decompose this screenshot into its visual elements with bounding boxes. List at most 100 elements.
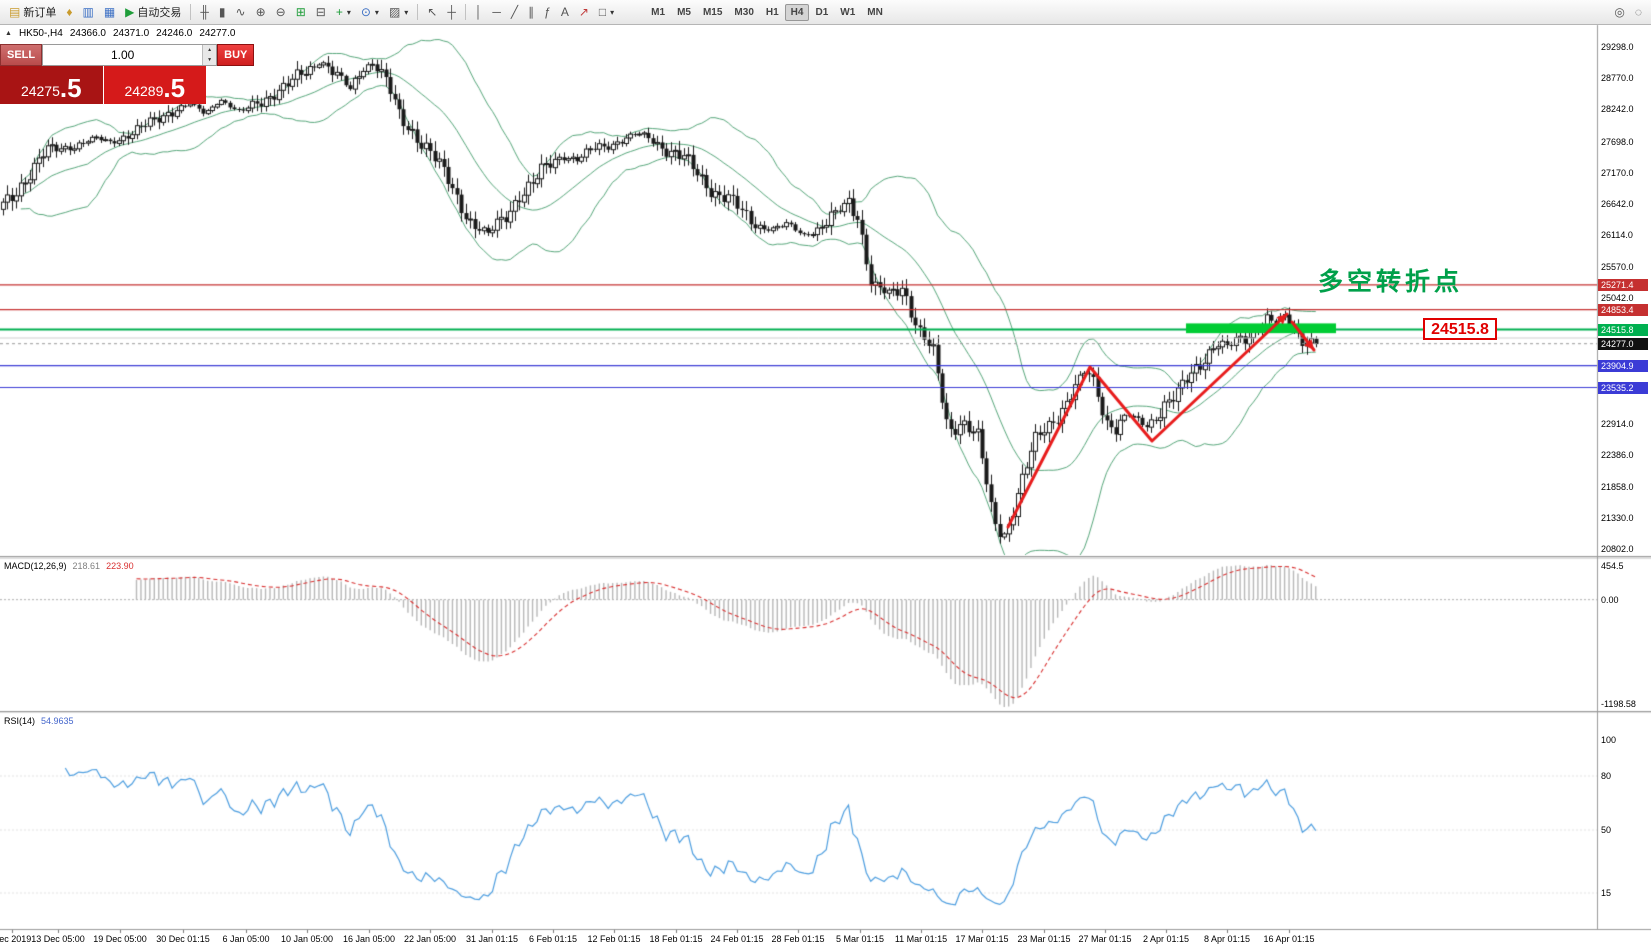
ohlc-low: 24246.0 [156, 28, 193, 39]
macd-name: MACD(12,26,9) [4, 561, 67, 571]
line-chart-icon: ∿ [235, 5, 246, 19]
symbol-name: HK50-,H4 [18, 28, 63, 39]
toolbar-separator [464, 4, 466, 20]
trendline-button[interactable]: ╱ [506, 2, 523, 22]
timeframe-d1-button[interactable]: D1 [809, 4, 834, 21]
macd-label-row: MACD(12,26,9) 218.61 223.90 [4, 561, 134, 571]
volume-box: ▲ ▼ [42, 44, 218, 66]
timeframe-w1-button[interactable]: W1 [834, 4, 861, 21]
candlestick-chart-button[interactable]: ▮ [214, 2, 231, 22]
timeframe-h1-button[interactable]: H1 [760, 4, 785, 21]
timeframe-mn-button[interactable]: MN [861, 4, 889, 21]
bar-chart-icon: ╫ [200, 5, 209, 19]
fibonacci-button[interactable]: ƒ [539, 2, 556, 22]
horizontal-line-button[interactable]: ─ [487, 2, 506, 22]
zoom-out-button[interactable]: ⊖ [271, 2, 291, 22]
auto-trading-icon: ▶ [125, 5, 135, 19]
search-button[interactable]: ◎ [1609, 2, 1629, 22]
vertical-line-button[interactable]: │ [470, 2, 488, 22]
rsi-name: RSI(14) [4, 716, 36, 726]
symbol-info-bar: ▲ HK50-,H4 24366.0 24371.0 24246.0 24277… [5, 28, 235, 39]
rsi-value: 54.9635 [41, 716, 74, 726]
cursor-icon: ↖ [427, 5, 438, 19]
line-chart-button[interactable]: ∿ [231, 2, 251, 22]
cursor-button[interactable]: ↖ [422, 2, 442, 22]
arrows-tool-button[interactable]: ↗ [574, 2, 594, 22]
price-callout-label: 24515.8 [1423, 318, 1497, 340]
macd-value-main: 218.61 [72, 561, 101, 571]
auto-trading-button[interactable]: ▶ 自动交易 [120, 2, 186, 22]
crosshair-button[interactable]: ┼ [442, 2, 461, 22]
timeframe-m30-button[interactable]: M30 [728, 4, 759, 21]
help-button[interactable]: ◌ [1630, 2, 1647, 22]
buy-price-frac: .5 [163, 73, 186, 103]
clock-icon: ⊙ [360, 5, 371, 19]
shapes-tool-button[interactable]: □ ▾ [594, 2, 619, 22]
timeframe-m15-button[interactable]: M15 [697, 4, 728, 21]
timeframe-h4-button[interactable]: H4 [784, 3, 810, 21]
ohlc-high: 24371.0 [113, 28, 150, 39]
market-watch-button[interactable]: ▦ [99, 2, 120, 22]
sell-button[interactable]: SELL [0, 44, 43, 66]
periods-button[interactable]: ⊙ ▾ [356, 2, 384, 22]
new-order-label: 新订单 [23, 7, 57, 19]
grid-icon: ⊞ [295, 5, 306, 19]
arrow-icon: ↗ [578, 5, 589, 19]
volume-down-button[interactable]: ▼ [203, 55, 217, 65]
timeframe-m1-button[interactable]: M1 [645, 4, 671, 21]
macd-value-signal: 223.90 [106, 561, 134, 571]
grid-button[interactable]: ⊞ [291, 2, 311, 22]
candlestick-icon: ▮ [218, 5, 226, 19]
symbol-marker-icon: ▲ [5, 30, 12, 37]
chevron-down-icon: ▾ [346, 7, 351, 17]
zoom-in-icon: ⊕ [255, 5, 266, 19]
buy-button[interactable]: BUY [217, 44, 255, 66]
channel-icon: ∥ [528, 5, 535, 19]
indicators-button[interactable]: + ▾ [331, 2, 356, 22]
horizontal-line-icon: ─ [492, 5, 501, 19]
profiles-button[interactable]: ▥ [77, 2, 98, 22]
text-icon: A [560, 5, 569, 19]
timeframe-group: M1 M5 M15 M30 H1 H4 D1 W1 MN [645, 3, 889, 21]
scripts-button[interactable]: ♦ [61, 2, 77, 22]
search-icon: ◎ [1614, 5, 1625, 19]
toolbar-separator [190, 4, 192, 20]
chevron-down-icon: ▾ [404, 7, 409, 17]
turning-point-annotation: 多空转折点 [1318, 268, 1464, 296]
crosshair-icon: ┼ [447, 5, 456, 19]
zoom-in-button[interactable]: ⊕ [251, 2, 271, 22]
templates-icon: ▨ [388, 5, 401, 19]
timeframe-m5-button[interactable]: M5 [671, 4, 697, 21]
volume-input[interactable] [43, 45, 203, 65]
toolbar: ▤ 新订单 ♦ ▥ ▦ ▶ 自动交易 ╫ ▮ ∿ ⊕ ⊖ ⊞ ⊟ + ▾ ⊙ ▾ [0, 0, 1651, 25]
shapes-icon: □ [598, 5, 607, 19]
auto-trading-label: 自动交易 [137, 7, 182, 19]
sell-price-display[interactable]: 24275 .5 [0, 66, 103, 104]
one-click-trading-panel: SELL ▲ ▼ BUY 24275 .5 24289 .5 [0, 44, 255, 104]
tools-icon: ♦ [66, 5, 73, 19]
toolbar-separator [417, 4, 419, 20]
ohlc-close: 24277.0 [199, 28, 236, 39]
text-tool-button[interactable]: A [556, 2, 574, 22]
chevron-down-icon: ▾ [374, 7, 379, 17]
buy-price-display[interactable]: 24289 .5 [103, 66, 206, 104]
trendline-icon: ╱ [510, 5, 519, 19]
bar-chart-button[interactable]: ╫ [195, 2, 214, 22]
tile-windows-button[interactable]: ⊟ [311, 2, 331, 22]
profiles-icon: ▥ [82, 5, 94, 19]
new-order-icon: ▤ [9, 5, 21, 19]
circle-icon: ◌ [1634, 5, 1642, 19]
buy-price-main: 24289 [124, 83, 164, 99]
tile-windows-icon: ⊟ [315, 5, 326, 19]
sell-price-main: 24275 [20, 83, 60, 99]
fibonacci-icon: ƒ [544, 5, 551, 19]
volume-spinner: ▲ ▼ [202, 45, 217, 65]
templates-button[interactable]: ▨ ▾ [384, 2, 413, 22]
ohlc-open: 24366.0 [69, 28, 106, 39]
new-order-button[interactable]: ▤ 新订单 [4, 2, 61, 22]
volume-up-button[interactable]: ▲ [203, 45, 217, 55]
channel-button[interactable]: ∥ [523, 2, 539, 22]
toolbar-right-group: ◎ ◌ [1609, 2, 1647, 22]
chevron-down-icon: ▾ [610, 7, 615, 17]
